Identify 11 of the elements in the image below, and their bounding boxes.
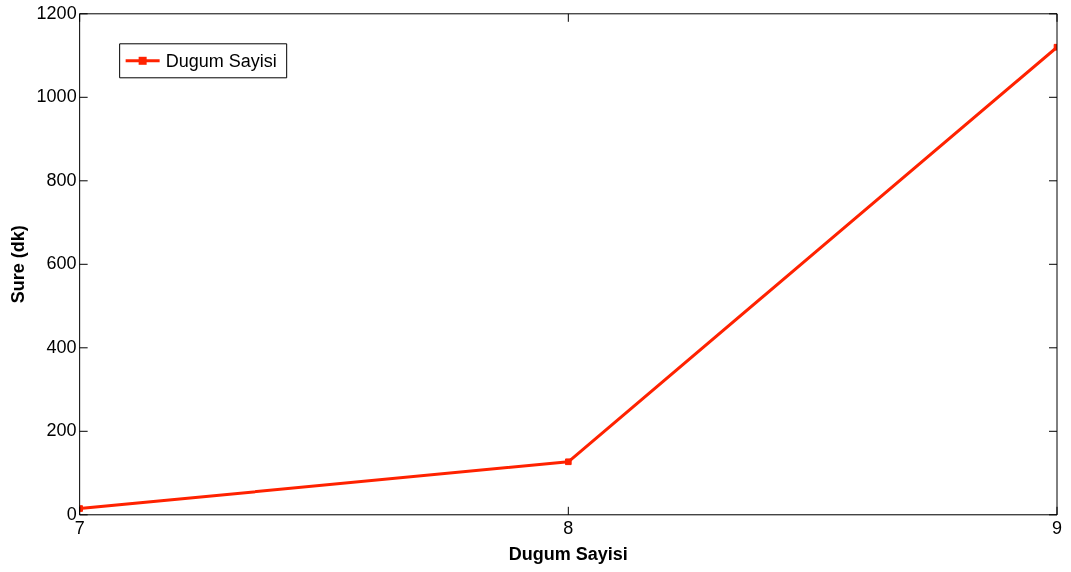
x-tick-label: 9 [1051,517,1063,538]
y-tick-label: 1000 [36,86,77,107]
y-tick-label: 200 [46,420,77,441]
y-tick-label: 1200 [36,2,77,23]
legend-label: Dugum Sayisi [165,50,277,71]
x-axis-title: Dugum Sayisi [508,544,628,565]
y-axis-title: Sure (dk) [7,225,28,304]
y-tick-label: 400 [46,336,77,357]
y-tick-label: 600 [46,253,77,274]
y-tick-label: 800 [46,169,77,190]
x-tick-label: 8 [563,517,574,538]
